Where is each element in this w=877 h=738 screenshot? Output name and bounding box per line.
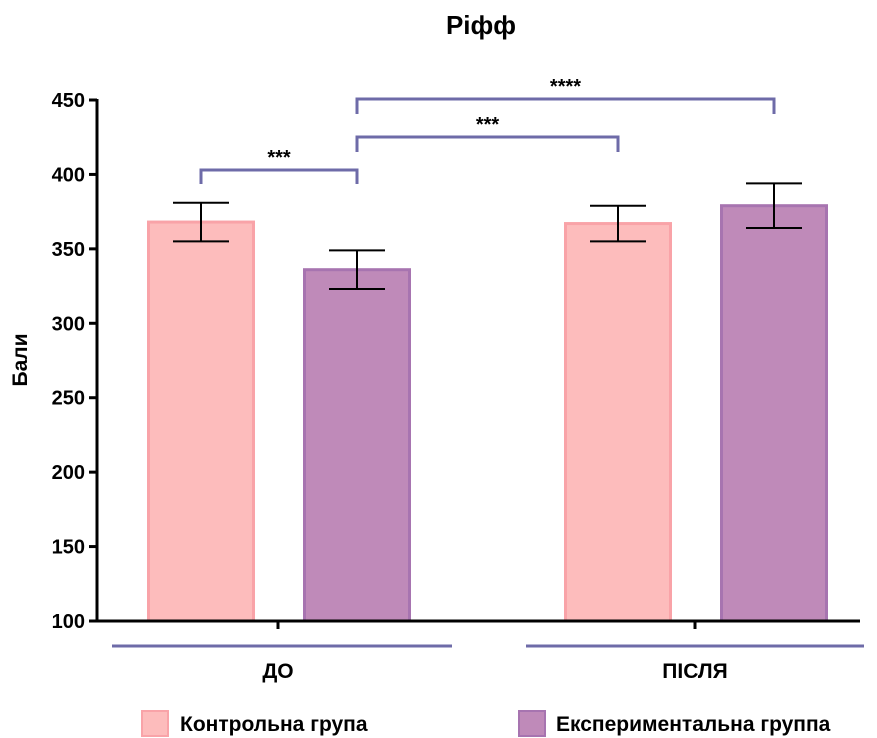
y-axis-label: Бали — [9, 333, 32, 386]
legend: Контрольна група Експериментальна группа — [141, 710, 831, 737]
chart-title: Ріфф — [446, 10, 516, 40]
bar-experimental-after — [720, 204, 828, 623]
legend-swatch — [518, 710, 546, 737]
significance-label: *** — [267, 147, 291, 169]
significance-layer: ********** — [199, 76, 776, 184]
legend-item-1: Експериментальна группа — [518, 710, 831, 737]
significance-bracket-line — [355, 97, 776, 114]
bars-layer — [147, 204, 828, 623]
y-tick-label-200: 200 — [52, 462, 85, 484]
legend-label: Експериментальна группа — [556, 713, 831, 736]
error-bars-layer — [173, 182, 802, 291]
legend-item-0: Контрольна група — [141, 710, 368, 737]
bar-control-before — [147, 220, 255, 623]
legend-label: Контрольна група — [180, 713, 368, 736]
error-bar-control-after — [590, 204, 646, 243]
x-tick-label-1: ПІСЛЯ — [662, 660, 727, 683]
bar-control-after — [564, 222, 672, 623]
significance-label: *** — [476, 114, 500, 136]
significance-bracket-line — [355, 135, 620, 152]
axes-layer — [95, 99, 860, 629]
significance-label: **** — [550, 76, 581, 98]
significance-bracket-2: *** — [355, 114, 620, 152]
significance-bracket-line — [199, 168, 359, 184]
y-tick-label-300: 300 — [52, 313, 85, 335]
y-tick-label-400: 400 — [52, 164, 85, 186]
y-tick-label-100: 100 — [52, 611, 85, 633]
y-tick-label-150: 150 — [52, 537, 85, 559]
group-labels-layer: ДО ПІСЛЯ — [112, 644, 864, 683]
error-bar-control-before — [173, 201, 229, 243]
y-ticks-layer: 100 150 200 250 300 350 400 450 — [52, 90, 97, 633]
y-tick-label-250: 250 — [52, 388, 85, 410]
significance-bracket-3: **** — [355, 76, 776, 114]
y-tick-label-350: 350 — [52, 239, 85, 261]
error-bar-experimental-after — [746, 182, 802, 230]
legend-swatch — [141, 710, 169, 737]
y-tick-label-450: 450 — [52, 90, 85, 112]
x-tick-label-0: ДО — [262, 660, 293, 683]
bar-experimental-before — [303, 268, 411, 623]
significance-bracket-1: *** — [199, 147, 359, 184]
error-bar-experimental-before — [329, 249, 385, 291]
